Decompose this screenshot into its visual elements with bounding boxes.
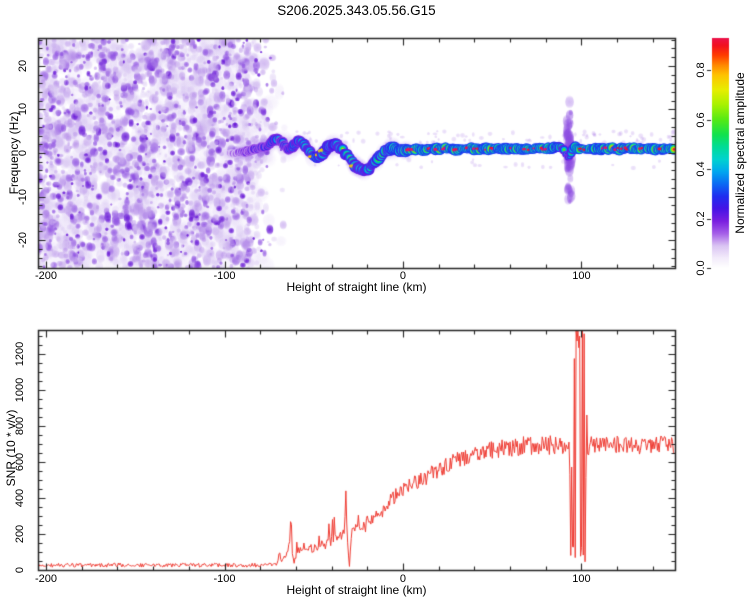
tick-label: -100 [213, 573, 236, 585]
tick-label: 0.0 [695, 260, 707, 276]
snr-xaxis-label: Height of straight line (km) [286, 583, 427, 597]
tick-label: 10 [17, 103, 29, 116]
tick-label: 1200 [14, 341, 26, 367]
tick-label: 400 [14, 488, 26, 508]
tick-label: 0.2 [695, 210, 707, 227]
tick-label: 800 [14, 416, 26, 436]
tick-label: 200 [14, 524, 26, 544]
spectrogram-xaxis-label: Height of straight line (km) [286, 280, 427, 294]
tick-label: -200 [35, 573, 58, 585]
tick-label: 0.6 [695, 111, 707, 128]
tick-label: -100 [213, 270, 236, 282]
colorbar-label: Normalized spectral amplitude [733, 72, 747, 234]
tick-label: 0 [17, 149, 29, 157]
tick-label: 100 [572, 270, 591, 282]
tick-label: -20 [17, 232, 29, 249]
tick-label: 20 [17, 59, 29, 72]
tick-label: 100 [572, 573, 591, 585]
tick-label: 600 [14, 452, 26, 472]
tick-label: -10 [17, 188, 29, 205]
tick-label: 0.4 [695, 161, 707, 177]
tick-label: 0 [399, 270, 407, 282]
tick-label: 1000 [14, 377, 26, 403]
tick-label: 0 [14, 566, 26, 574]
tick-label: 0 [399, 573, 407, 585]
tick-label: -200 [35, 270, 58, 282]
tick-label: 0.8 [695, 62, 707, 78]
figure-title: S206.2025.343.05.56.G15 [277, 3, 436, 18]
